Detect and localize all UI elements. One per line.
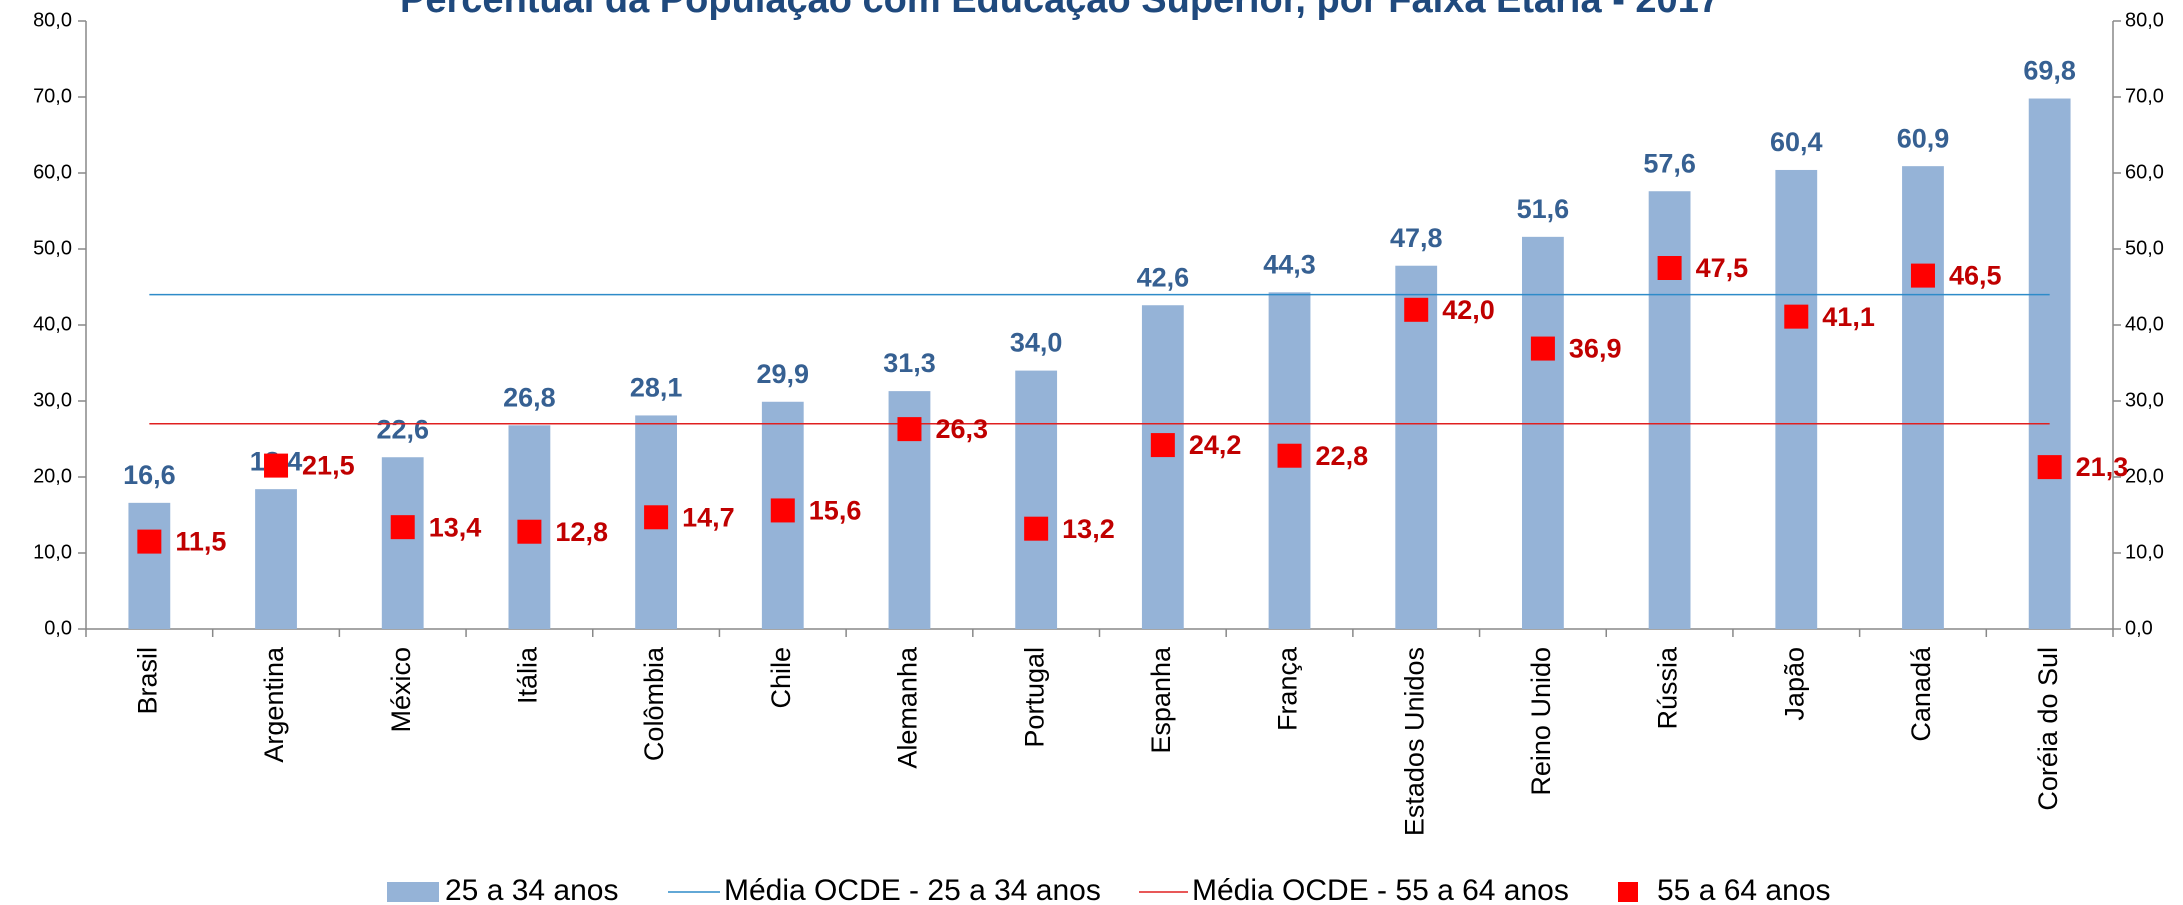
x-tick-label: Espanha <box>1146 646 1176 754</box>
bar <box>1015 370 1058 629</box>
bar-value-label: 69,8 <box>2023 56 2076 86</box>
point-value-label: 46,5 <box>1949 261 2002 291</box>
x-tick-label: Alemanha <box>893 646 923 769</box>
point <box>1277 443 1302 468</box>
bar-value-label: 31,3 <box>883 348 936 378</box>
bar-value-label: 42,6 <box>1137 262 1190 292</box>
bar-value-label: 29,9 <box>757 359 810 389</box>
chart-title: Percentual da População com Educação Sup… <box>400 0 1720 21</box>
point <box>1657 256 1682 280</box>
bar <box>255 489 297 629</box>
point-value-label: 42,0 <box>1442 295 1495 325</box>
x-tick-label: Brasil <box>132 647 162 715</box>
point <box>1024 516 1049 541</box>
point-value-label: 21,5 <box>302 451 355 481</box>
x-tick-label: Argentina <box>259 646 289 763</box>
point <box>2037 455 2062 480</box>
bar <box>381 457 424 629</box>
point-value-label: 11,5 <box>175 527 226 557</box>
y2-tick-label: 10,0 <box>2125 541 2164 563</box>
point <box>517 519 542 544</box>
y2-tick-label: 40,0 <box>2125 313 2164 335</box>
point-value-label: 21,3 <box>2076 452 2129 482</box>
bar <box>1141 305 1184 629</box>
y-tick-label: 20,0 <box>33 465 72 487</box>
legend-label: 25 a 34 anos <box>445 874 618 905</box>
bar-value-label: 26,8 <box>503 382 556 412</box>
y-tick-label: 50,0 <box>33 237 72 259</box>
x-tick-label: França <box>1273 646 1303 731</box>
bar <box>1395 265 1438 629</box>
y-tick-label: 0,0 <box>44 617 72 639</box>
point-value-label: 15,6 <box>809 496 862 526</box>
x-tick-label: México <box>386 647 416 733</box>
bar-value-label: 51,6 <box>1517 194 1570 224</box>
y2-tick-label: 80,0 <box>2125 9 2164 31</box>
point-value-label: 41,1 <box>1822 302 1875 332</box>
x-tick-label: Coréia do Sul <box>2033 647 2063 811</box>
y2-tick-label: 50,0 <box>2125 237 2164 259</box>
point <box>1784 304 1809 329</box>
x-tick-label: Colômbia <box>639 646 669 761</box>
point <box>897 417 922 442</box>
point-value-label: 24,2 <box>1189 430 1242 460</box>
x-tick-label: Chile <box>766 647 796 709</box>
x-tick-label: Canadá <box>1906 646 1936 742</box>
y2-tick-label: 70,0 <box>2125 85 2164 107</box>
y2-tick-label: 60,0 <box>2125 161 2164 183</box>
point <box>1530 336 1555 361</box>
x-tick-label: Rússia <box>1653 646 1683 730</box>
y-tick-label: 40,0 <box>33 313 72 335</box>
bar-value-label: 28,1 <box>630 373 683 403</box>
legend-label: Média OCDE - 25 a 34 anos <box>724 874 1101 905</box>
bar-value-label: 16,6 <box>123 460 176 490</box>
bar-value-label: 60,4 <box>1770 127 1823 157</box>
point <box>1150 433 1175 458</box>
y-tick-label: 80,0 <box>33 9 72 31</box>
y2-tick-label: 20,0 <box>2125 465 2164 487</box>
point-value-label: 13,4 <box>429 512 482 542</box>
bar-value-label: 22,6 <box>376 414 429 444</box>
point-value-label: 12,8 <box>555 517 608 547</box>
point-value-label: 13,2 <box>1062 514 1115 544</box>
point-value-label: 47,5 <box>1696 253 1749 283</box>
x-tick-label: Japão <box>1779 647 1809 721</box>
legend-swatch <box>1618 882 1638 902</box>
point-value-label: 26,3 <box>935 414 988 444</box>
y2-tick-label: 0,0 <box>2125 617 2153 639</box>
bar-value-label: 60,9 <box>1897 123 1950 153</box>
bar <box>2028 98 2071 629</box>
x-tick-label: Portugal <box>1019 647 1049 748</box>
point-value-label: 36,9 <box>1569 334 1622 364</box>
y-tick-label: 30,0 <box>33 389 72 411</box>
point <box>644 505 669 530</box>
bar-value-label: 47,8 <box>1390 223 1443 253</box>
bar-value-label: 34,0 <box>1010 328 1063 358</box>
point-value-label: 14,7 <box>682 502 735 532</box>
y2-tick-label: 30,0 <box>2125 389 2164 411</box>
point <box>1404 297 1429 322</box>
y-tick-label: 60,0 <box>33 161 72 183</box>
point <box>137 529 162 554</box>
y-tick-label: 70,0 <box>33 85 72 107</box>
x-tick-label: Reino Unido <box>1526 647 1556 796</box>
x-tick-label: Itália <box>513 646 543 704</box>
point-value-label: 22,8 <box>1316 441 1369 471</box>
point <box>770 498 795 523</box>
point <box>390 515 415 540</box>
bar <box>1775 169 1818 629</box>
legend-swatch <box>387 882 439 902</box>
x-tick-label: Estados Unidos <box>1399 647 1429 836</box>
point <box>264 453 289 478</box>
bar-value-label: 57,6 <box>1643 148 1696 178</box>
bar <box>1902 166 1944 629</box>
bar-value-label: 44,3 <box>1263 249 1316 279</box>
bar <box>128 502 171 629</box>
legend-label: Média OCDE - 55 a 64 anos <box>1192 874 1569 905</box>
point <box>1910 263 1935 288</box>
y-tick-label: 10,0 <box>33 541 72 563</box>
bar <box>1522 236 1564 629</box>
legend-label: 55 a 64 anos <box>1657 874 1830 905</box>
